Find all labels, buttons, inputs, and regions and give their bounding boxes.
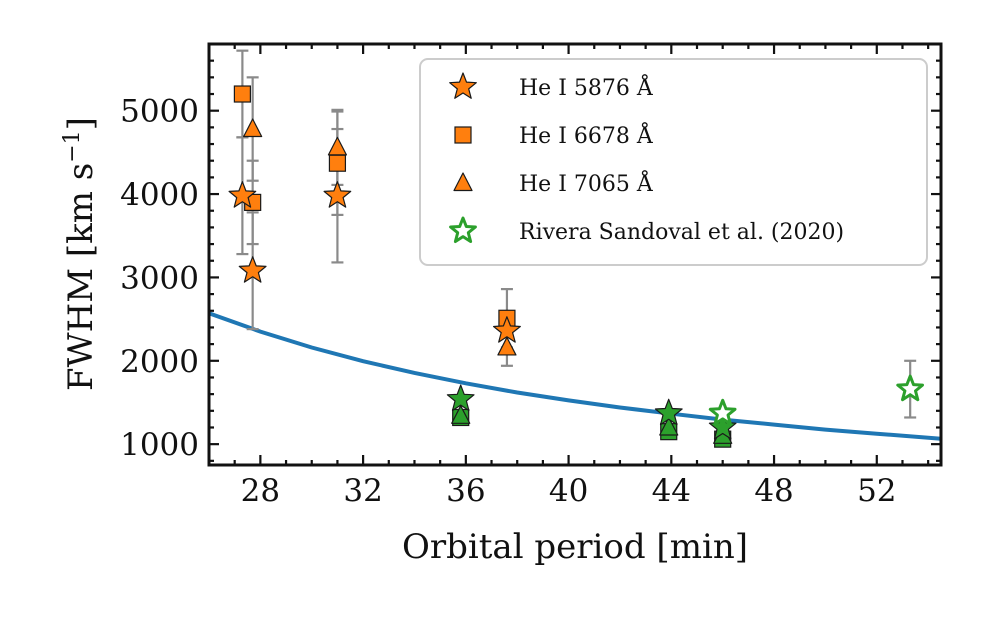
legend-label: Rivera Sandoval et al. (2020) (519, 220, 844, 245)
data-point-star (323, 181, 352, 208)
data-point-triangle (243, 118, 263, 138)
legend-label: He I 5876 Å (519, 73, 654, 101)
data-point-square (328, 154, 347, 172)
data-point-open-star (708, 398, 737, 426)
data-point-triangle (327, 136, 348, 156)
legend-marker-open-star (449, 216, 477, 243)
y-tick-label: 2000 (120, 344, 199, 380)
data-point-open-star (896, 374, 924, 402)
y-axis-label-end: ] (61, 117, 101, 130)
x-tick-label: 28 (241, 473, 280, 509)
y-tick-label: 1000 (120, 427, 199, 463)
axes: 28 32 36 40 44 48 52 1000 2000 3000 4000 5000 (120, 42, 943, 509)
legend-marker-square (454, 126, 472, 144)
y-axis-label-sup: −1 (60, 130, 85, 162)
data-point-triangle (497, 336, 517, 356)
x-tick-label: 48 (754, 473, 793, 509)
x-tick-label: 52 (857, 473, 896, 509)
data-point-star (654, 398, 683, 426)
axes-frame (207, 42, 943, 467)
y-axis-label: FWHM [km s−1] (60, 117, 101, 391)
y-tick-label: 4000 (120, 177, 199, 213)
x-tick-label: 40 (549, 473, 588, 509)
model-curve-line (209, 311, 941, 441)
legend-marker-star (449, 72, 477, 99)
x-tick-label: 36 (446, 473, 485, 509)
legend-marker-triangle (453, 172, 473, 192)
data-point-star (493, 316, 521, 343)
y-tick-label: 5000 (120, 94, 199, 130)
data-point-triangle (451, 405, 471, 424)
data-point-star (228, 181, 257, 208)
legend-frame (419, 58, 928, 266)
legend-label: He I 7065 Å (519, 169, 654, 197)
data-point-square (233, 85, 251, 103)
legend-label: He I 6678 Å (519, 121, 654, 149)
model-curve (209, 311, 941, 441)
data-point-triangle (659, 416, 679, 436)
plot-area (209, 49, 941, 448)
legend: He I 5876 Å He I 6678 Å He I 7065 Å Rivera … (419, 58, 928, 266)
x-axis-label: Orbital period [min] (402, 527, 748, 567)
data-point-star (238, 256, 267, 283)
y-axis-label-main: FWHM [km s (61, 163, 101, 391)
data-point-star (708, 412, 737, 440)
y-tick-label: 3000 (120, 260, 199, 296)
data-point-star (446, 384, 475, 412)
x-tick-label: 44 (652, 473, 691, 509)
x-tick-label: 32 (343, 473, 382, 509)
data-markers (228, 85, 924, 448)
